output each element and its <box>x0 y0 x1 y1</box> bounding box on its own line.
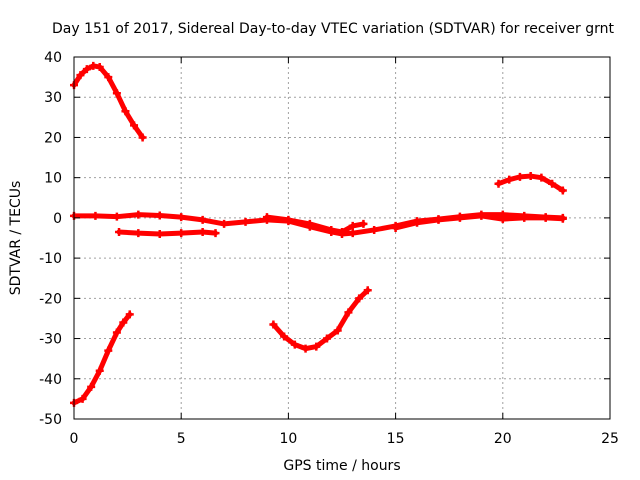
x-tick-label-4: 20 <box>494 431 512 447</box>
x-tick-label-5: 25 <box>601 431 619 447</box>
data-point-5-1 <box>134 229 143 238</box>
data-point-6-6 <box>359 219 368 228</box>
data-point-3-6 <box>333 326 342 335</box>
data-point-2-3 <box>526 172 535 181</box>
grid-lines <box>74 57 610 419</box>
x-tick-label-0: 0 <box>70 431 79 447</box>
data-point-3-5 <box>322 334 331 343</box>
data-point-1-7 <box>125 310 134 319</box>
data-point-1-4 <box>104 346 113 355</box>
series-arc-high-late <box>494 172 567 195</box>
data-point-7-6 <box>520 213 529 222</box>
data-point-2-4 <box>537 173 546 182</box>
data-point-1-3 <box>95 366 104 375</box>
data-point-0-5 <box>104 73 113 82</box>
data-point-4-1 <box>91 211 100 220</box>
y-tick-label-7: 20 <box>44 130 62 146</box>
y-tick-label-0: -50 <box>39 412 62 428</box>
data-point-4-3 <box>134 210 143 219</box>
data-point-7-5 <box>498 215 507 224</box>
data-point-3-9 <box>363 286 372 295</box>
data-point-6-1 <box>284 215 293 224</box>
data-point-1-6 <box>119 318 128 327</box>
data-point-0-9 <box>138 133 147 142</box>
data-point-3-2 <box>290 340 299 349</box>
series-arc-dip-mid <box>269 286 372 353</box>
data-point-3-4 <box>312 342 321 351</box>
data-point-4-5 <box>177 213 186 222</box>
y-tick-label-9: 40 <box>44 50 62 66</box>
y-tick-label-4: -10 <box>39 251 62 267</box>
data-point-7-4 <box>477 211 486 220</box>
data-point-4-2 <box>112 212 121 221</box>
y-tick-label-8: 30 <box>44 90 62 106</box>
series-line-0 <box>71 63 146 140</box>
data-point-6-2 <box>305 219 314 228</box>
data-point-6-0 <box>262 213 271 222</box>
y-axis-label: SDTVAR / TECUs <box>8 181 24 296</box>
data-point-1-2 <box>87 382 96 391</box>
data-series <box>70 61 567 407</box>
data-point-0-4 <box>95 63 104 72</box>
data-point-6-5 <box>348 221 357 230</box>
series-arc-near-zero-3 <box>262 213 368 236</box>
data-point-7-2 <box>434 215 443 224</box>
data-point-6-3 <box>327 225 336 234</box>
data-point-0-1 <box>76 71 85 80</box>
data-point-4-8 <box>241 217 250 226</box>
data-point-5-0 <box>115 227 124 236</box>
data-point-5-4 <box>198 227 207 236</box>
series-arc-low-early <box>70 310 134 407</box>
data-point-4-4 <box>155 211 164 220</box>
data-point-0-2 <box>82 65 91 74</box>
data-point-2-1 <box>505 175 514 184</box>
data-point-0-6 <box>112 89 121 98</box>
data-point-2-6 <box>558 186 567 195</box>
data-point-4-7 <box>220 219 229 228</box>
axis-ticks: 0 5 10 15 20 25 -50 -40 -30 -20 -10 0 10 20 30 40 <box>39 50 619 447</box>
data-point-2-0 <box>494 179 503 188</box>
data-point-3-7 <box>344 308 353 317</box>
data-point-2-2 <box>515 172 524 181</box>
x-tick-label-1: 5 <box>177 431 186 447</box>
y-tick-label-5: 0 <box>53 211 62 227</box>
plot-frame <box>73 56 611 420</box>
data-point-6-4 <box>338 227 346 236</box>
data-point-4-14 <box>348 229 357 238</box>
y-tick-label-2: -30 <box>39 332 62 348</box>
x-tick-label-2: 10 <box>279 431 297 447</box>
data-point-0-7 <box>121 107 130 116</box>
series-arc-high-early <box>70 61 147 142</box>
data-point-0-8 <box>130 121 139 130</box>
data-point-7-1 <box>413 218 422 227</box>
series-arc-near-zero-4 <box>391 211 567 232</box>
data-point-3-0 <box>269 320 278 329</box>
data-point-7-7 <box>541 213 550 222</box>
y-tick-label-3: -20 <box>39 291 62 307</box>
data-point-1-1 <box>78 394 87 403</box>
y-tick-label-1: -40 <box>39 372 62 388</box>
x-axis-label: GPS time / hours <box>283 458 400 474</box>
data-point-3-8 <box>355 294 364 303</box>
data-point-2-5 <box>548 179 557 188</box>
data-point-5-3 <box>177 229 186 238</box>
data-point-5-5 <box>211 229 220 238</box>
data-point-7-8 <box>558 214 567 223</box>
chart-title: Day 151 of 2017, Sidereal Day-to-day VTE… <box>52 21 614 37</box>
series-line-3 <box>270 287 371 352</box>
data-point-4-15 <box>370 225 379 234</box>
data-point-4-6 <box>198 215 207 224</box>
data-point-3-1 <box>280 332 289 341</box>
data-point-1-5 <box>112 328 121 337</box>
data-point-5-2 <box>155 229 164 238</box>
series-arc-near-zero-2 <box>115 227 220 238</box>
y-tick-label-6: 10 <box>44 171 62 187</box>
data-point-3-3 <box>301 344 310 353</box>
data-point-7-0 <box>391 223 400 232</box>
x-tick-label-3: 15 <box>387 431 405 447</box>
series-line-1 <box>71 311 133 406</box>
data-point-7-3 <box>455 213 464 222</box>
